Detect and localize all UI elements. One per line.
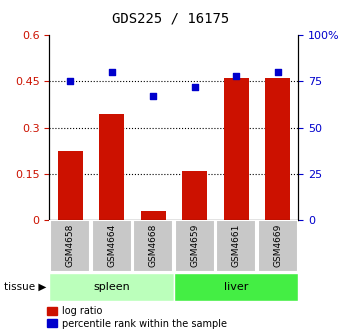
Point [109, 70, 114, 75]
Point [275, 70, 280, 75]
Text: GSM4658: GSM4658 [66, 223, 75, 267]
Point [192, 84, 197, 90]
Text: liver: liver [224, 282, 248, 292]
Bar [50, 220, 90, 272]
Bar [257, 220, 298, 272]
Bar [224, 78, 249, 220]
Text: GSM4661: GSM4661 [232, 223, 241, 267]
Bar [133, 220, 173, 272]
Point [68, 79, 73, 84]
Text: GSM4669: GSM4669 [273, 223, 282, 267]
Bar [265, 78, 290, 220]
Bar [58, 151, 83, 220]
Bar [182, 171, 207, 220]
Bar [175, 220, 215, 272]
Text: tissue ▶: tissue ▶ [4, 282, 46, 292]
Text: GDS225 / 16175: GDS225 / 16175 [112, 12, 229, 26]
Text: GSM4664: GSM4664 [107, 223, 116, 267]
Bar [216, 220, 256, 272]
Bar [99, 114, 124, 220]
Text: spleen: spleen [93, 282, 130, 292]
Point [233, 73, 239, 79]
Bar [91, 220, 132, 272]
Bar [141, 211, 166, 220]
Point [150, 93, 156, 99]
Text: GSM4668: GSM4668 [149, 223, 158, 267]
Bar [174, 273, 298, 301]
Legend: log ratio, percentile rank within the sample: log ratio, percentile rank within the sa… [47, 306, 227, 329]
Text: GSM4659: GSM4659 [190, 223, 199, 267]
Bar [49, 273, 174, 301]
